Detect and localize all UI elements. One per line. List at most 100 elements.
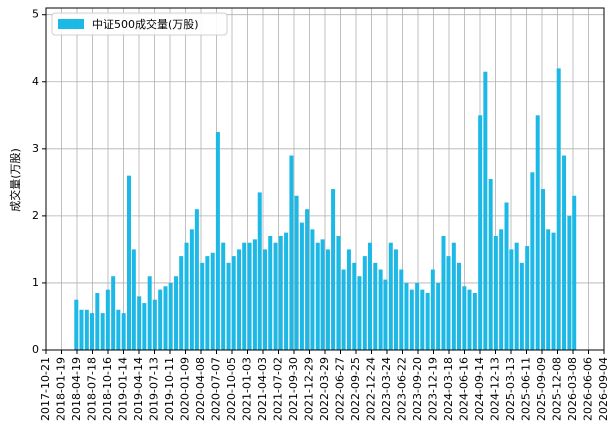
x-tick-label: 2020-04-08 bbox=[194, 357, 207, 421]
x-tick-label: 2021-09-30 bbox=[287, 357, 300, 421]
x-tick-label: 2023-09-20 bbox=[411, 357, 424, 421]
x-tick-label: 2021-01-03 bbox=[241, 357, 254, 421]
bar bbox=[226, 262, 231, 350]
bar bbox=[336, 236, 341, 350]
bar bbox=[127, 175, 132, 350]
bar bbox=[530, 172, 535, 350]
bar bbox=[357, 276, 362, 350]
bar bbox=[142, 303, 147, 350]
x-tick-label: 2018-07-18 bbox=[86, 357, 99, 421]
plot-frame bbox=[45, 7, 605, 351]
bar bbox=[399, 269, 404, 350]
bar bbox=[158, 289, 163, 350]
x-tick-label: 2024-09-14 bbox=[473, 357, 486, 421]
x-tick-label: 2026-03-08 bbox=[566, 357, 579, 421]
y-axis-label: 成交量(万股) bbox=[8, 148, 22, 212]
legend-frame bbox=[51, 12, 228, 36]
x-tick-label: 2022-06-27 bbox=[334, 357, 347, 421]
x-tick-label: 2018-01-19 bbox=[55, 357, 68, 421]
bar bbox=[325, 249, 330, 350]
bar bbox=[252, 239, 257, 350]
x-tick-label: 2019-07-13 bbox=[148, 357, 161, 421]
bar bbox=[436, 282, 441, 350]
bar bbox=[79, 309, 84, 350]
x-tick-label: 2023-12-19 bbox=[427, 357, 440, 421]
legend-label: 中证500成交量(万股) bbox=[92, 17, 199, 31]
bar bbox=[221, 242, 226, 350]
bar bbox=[174, 276, 179, 350]
x-tick-label: 2019-04-14 bbox=[132, 357, 145, 421]
x-tick-label: 2026-09-04 bbox=[597, 357, 610, 421]
x-tick-label: 2020-10-05 bbox=[225, 357, 238, 421]
bar bbox=[420, 289, 425, 350]
bar bbox=[310, 229, 315, 350]
bar bbox=[89, 313, 94, 350]
bar bbox=[294, 195, 299, 350]
bar bbox=[404, 282, 409, 350]
x-tick-label: 2020-01-09 bbox=[179, 357, 192, 421]
bar bbox=[546, 229, 551, 350]
x-tick-label: 2017-10-21 bbox=[39, 357, 52, 421]
bar bbox=[556, 68, 561, 351]
x-tick-label: 2022-09-25 bbox=[349, 357, 362, 421]
bar bbox=[488, 179, 493, 350]
bar bbox=[346, 249, 351, 350]
bar bbox=[504, 202, 509, 350]
bar bbox=[493, 236, 498, 350]
bar bbox=[189, 229, 194, 350]
bar bbox=[572, 195, 577, 350]
bar bbox=[383, 279, 388, 350]
bar bbox=[184, 242, 189, 350]
bar bbox=[137, 296, 142, 350]
bar bbox=[378, 269, 383, 350]
bar bbox=[519, 262, 524, 350]
bar bbox=[242, 242, 247, 350]
bar bbox=[111, 276, 116, 350]
bar bbox=[362, 256, 367, 350]
bar bbox=[451, 242, 456, 350]
x-tick-label: 2025-09-09 bbox=[535, 357, 548, 421]
bar bbox=[231, 256, 236, 350]
y-tick-label: 2 bbox=[32, 209, 39, 222]
bar bbox=[514, 242, 519, 350]
bar bbox=[284, 232, 289, 350]
bar bbox=[352, 262, 357, 350]
x-tick-label: 2022-03-29 bbox=[318, 357, 331, 421]
bar bbox=[509, 249, 514, 350]
bar bbox=[441, 236, 446, 350]
bar bbox=[299, 222, 304, 350]
bar bbox=[525, 246, 530, 350]
x-tick-label: 2025-12-08 bbox=[551, 357, 564, 421]
bar bbox=[462, 286, 467, 350]
bar bbox=[74, 299, 79, 350]
x-tick-label: 2023-06-22 bbox=[396, 357, 409, 421]
bar bbox=[84, 309, 89, 350]
legend-swatch bbox=[58, 19, 84, 29]
x-tick-label: 2024-06-16 bbox=[458, 357, 471, 421]
bar bbox=[446, 256, 451, 350]
bar bbox=[393, 249, 398, 350]
bar bbox=[430, 269, 435, 350]
x-tick-label: 2021-07-02 bbox=[272, 357, 285, 421]
bar bbox=[168, 282, 173, 350]
bar bbox=[205, 256, 210, 350]
bar bbox=[388, 242, 393, 350]
bar bbox=[147, 276, 152, 350]
bar bbox=[105, 289, 110, 350]
bar bbox=[331, 189, 336, 350]
bar bbox=[278, 236, 283, 350]
x-tick-label: 2020-07-07 bbox=[210, 357, 223, 421]
legend: 中证500成交量(万股) bbox=[51, 12, 228, 36]
bar bbox=[472, 293, 477, 350]
bar bbox=[541, 189, 546, 350]
bar bbox=[257, 192, 262, 350]
bar bbox=[467, 289, 472, 350]
bar bbox=[100, 313, 105, 350]
x-tick-label: 2021-12-29 bbox=[303, 357, 316, 421]
x-tick-label: 2024-03-18 bbox=[442, 357, 455, 421]
y-tick-label: 0 bbox=[32, 343, 39, 356]
bar bbox=[152, 299, 157, 350]
bar bbox=[200, 262, 205, 350]
x-tick-label: 2023-03-24 bbox=[380, 357, 393, 421]
bar bbox=[415, 282, 420, 350]
